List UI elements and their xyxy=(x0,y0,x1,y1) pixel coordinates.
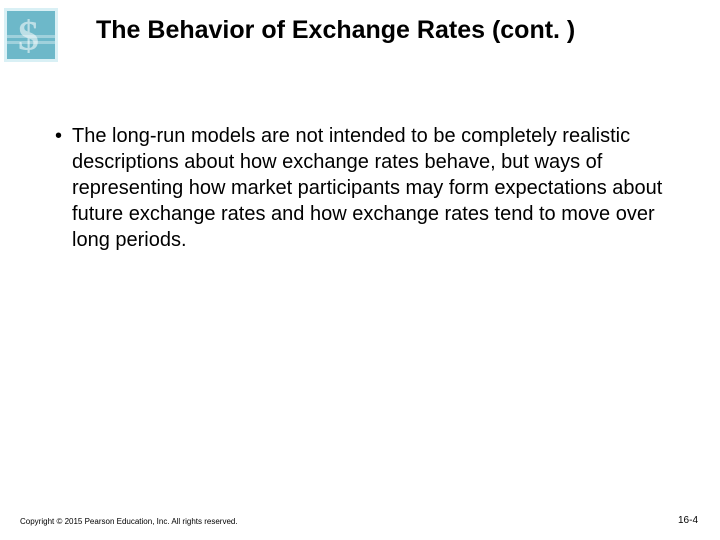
copyright-text: Copyright © 2015 Pearson Education, Inc.… xyxy=(20,517,238,526)
corner-icon: $ xyxy=(4,8,58,62)
slide-title-block: The Behavior of Exchange Rates (cont. ) xyxy=(96,15,676,46)
bullet-text: The long-run models are not intended to … xyxy=(72,123,665,253)
body-content: • The long-run models are not intended t… xyxy=(55,123,665,253)
bullet-marker: • xyxy=(55,123,62,149)
slide-title: The Behavior of Exchange Rates (cont. ) xyxy=(96,15,676,46)
page-number: 16-4 xyxy=(678,515,698,526)
bullet-item: • The long-run models are not intended t… xyxy=(55,123,665,253)
